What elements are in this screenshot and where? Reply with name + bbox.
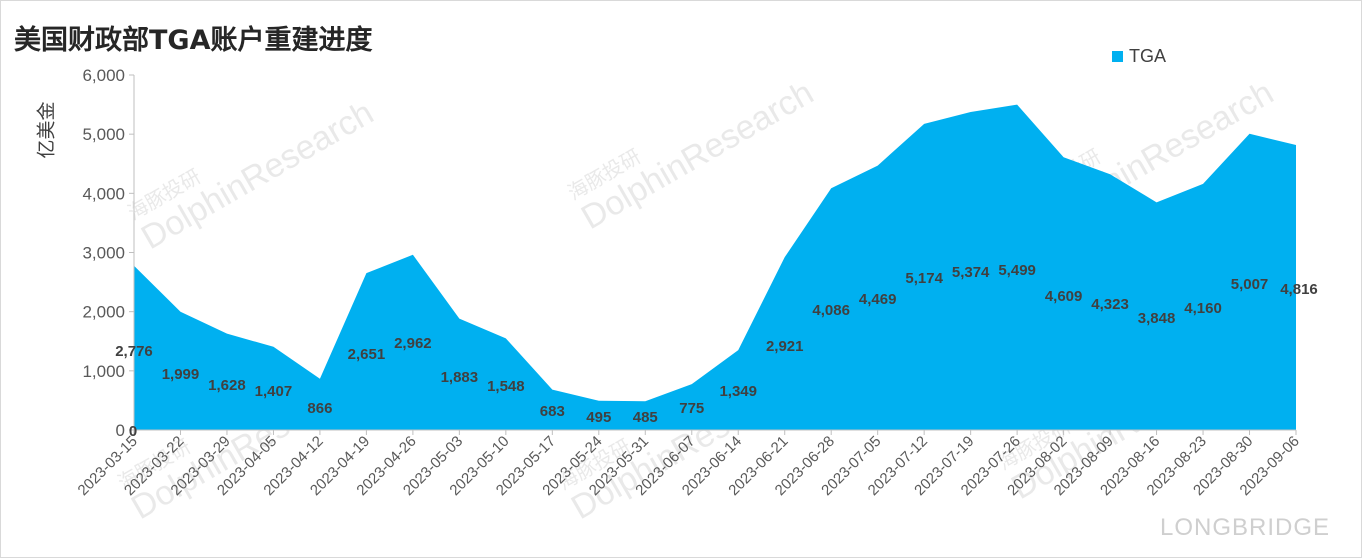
y-tick-label: 2,000 (82, 303, 125, 322)
data-label: 495 (586, 409, 611, 426)
legend-swatch (1112, 51, 1123, 62)
y-tick-label: 0 (116, 421, 125, 440)
data-label: 5,374 (952, 264, 990, 281)
data-label: 3,848 (1138, 310, 1176, 327)
legend-label: TGA (1129, 46, 1167, 66)
y-tick-label: 6,000 (82, 66, 125, 85)
brand-watermark: LONGBRIDGE (1160, 514, 1331, 541)
data-label: 4,609 (1045, 288, 1083, 305)
data-label: 775 (679, 400, 704, 417)
watermark-en: DolphinResearch (575, 74, 820, 237)
data-label: 5,174 (905, 270, 943, 287)
data-label: 1,407 (255, 383, 293, 400)
data-label: 485 (633, 409, 658, 426)
data-label: 1,548 (487, 378, 525, 395)
data-label: 2,651 (348, 346, 386, 363)
data-label: 1,349 (719, 383, 757, 400)
data-label: 2,921 (766, 338, 804, 355)
data-label: 4,816 (1280, 281, 1318, 298)
chart-title: 美国财政部TGA账户重建进度 (14, 25, 373, 56)
data-label: 4,086 (812, 302, 850, 319)
data-label: 1,999 (162, 366, 200, 383)
data-label: 866 (307, 400, 332, 417)
data-label: 1,883 (441, 369, 479, 386)
origin-zero-label: 0 (129, 423, 137, 440)
watermark-en: DolphinResearch (135, 94, 380, 257)
y-tick-label: 4,000 (82, 184, 125, 203)
data-label: 683 (540, 403, 565, 420)
data-label: 4,323 (1091, 296, 1129, 313)
data-label: 1,628 (208, 377, 246, 394)
y-tick-label: 5,000 (82, 125, 125, 144)
data-label: 4,469 (859, 291, 897, 308)
data-label: 2,962 (394, 335, 432, 352)
data-label: 4,160 (1184, 300, 1222, 317)
legend: TGA (1112, 46, 1166, 67)
y-tick-label: 3,000 (82, 244, 125, 263)
data-label: 2,776 (115, 343, 153, 360)
y-tick-label: 1,000 (82, 362, 125, 381)
tga-area (134, 104, 1296, 430)
data-label: 5,007 (1231, 276, 1269, 293)
data-label: 5,499 (998, 262, 1036, 279)
